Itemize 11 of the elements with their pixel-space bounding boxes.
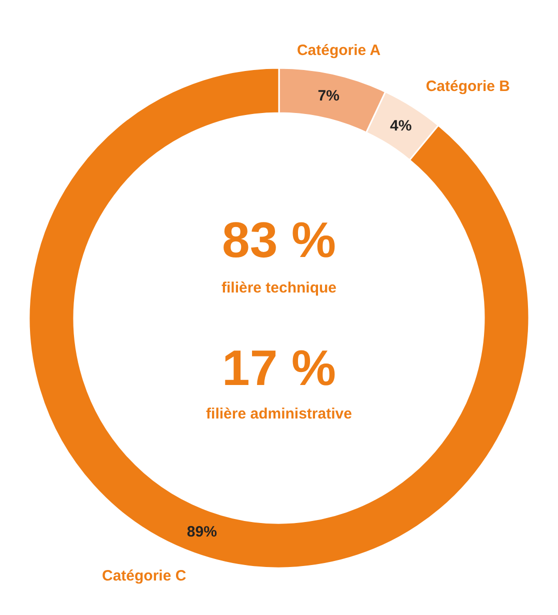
slice-label: Catégorie B: [426, 78, 510, 96]
data-label: 7%: [318, 87, 340, 104]
slice-label: Catégorie A: [296, 42, 381, 60]
text: filière administrative: [206, 406, 352, 422]
text: filière technique: [221, 280, 337, 296]
text: 17 %: [222, 340, 336, 396]
text: 83 %: [222, 212, 336, 268]
data-label: 4%: [390, 117, 412, 134]
slice-label: Catégorie C: [102, 567, 186, 584]
donut-slice: [28, 67, 530, 569]
data-label: 89%: [186, 524, 217, 541]
